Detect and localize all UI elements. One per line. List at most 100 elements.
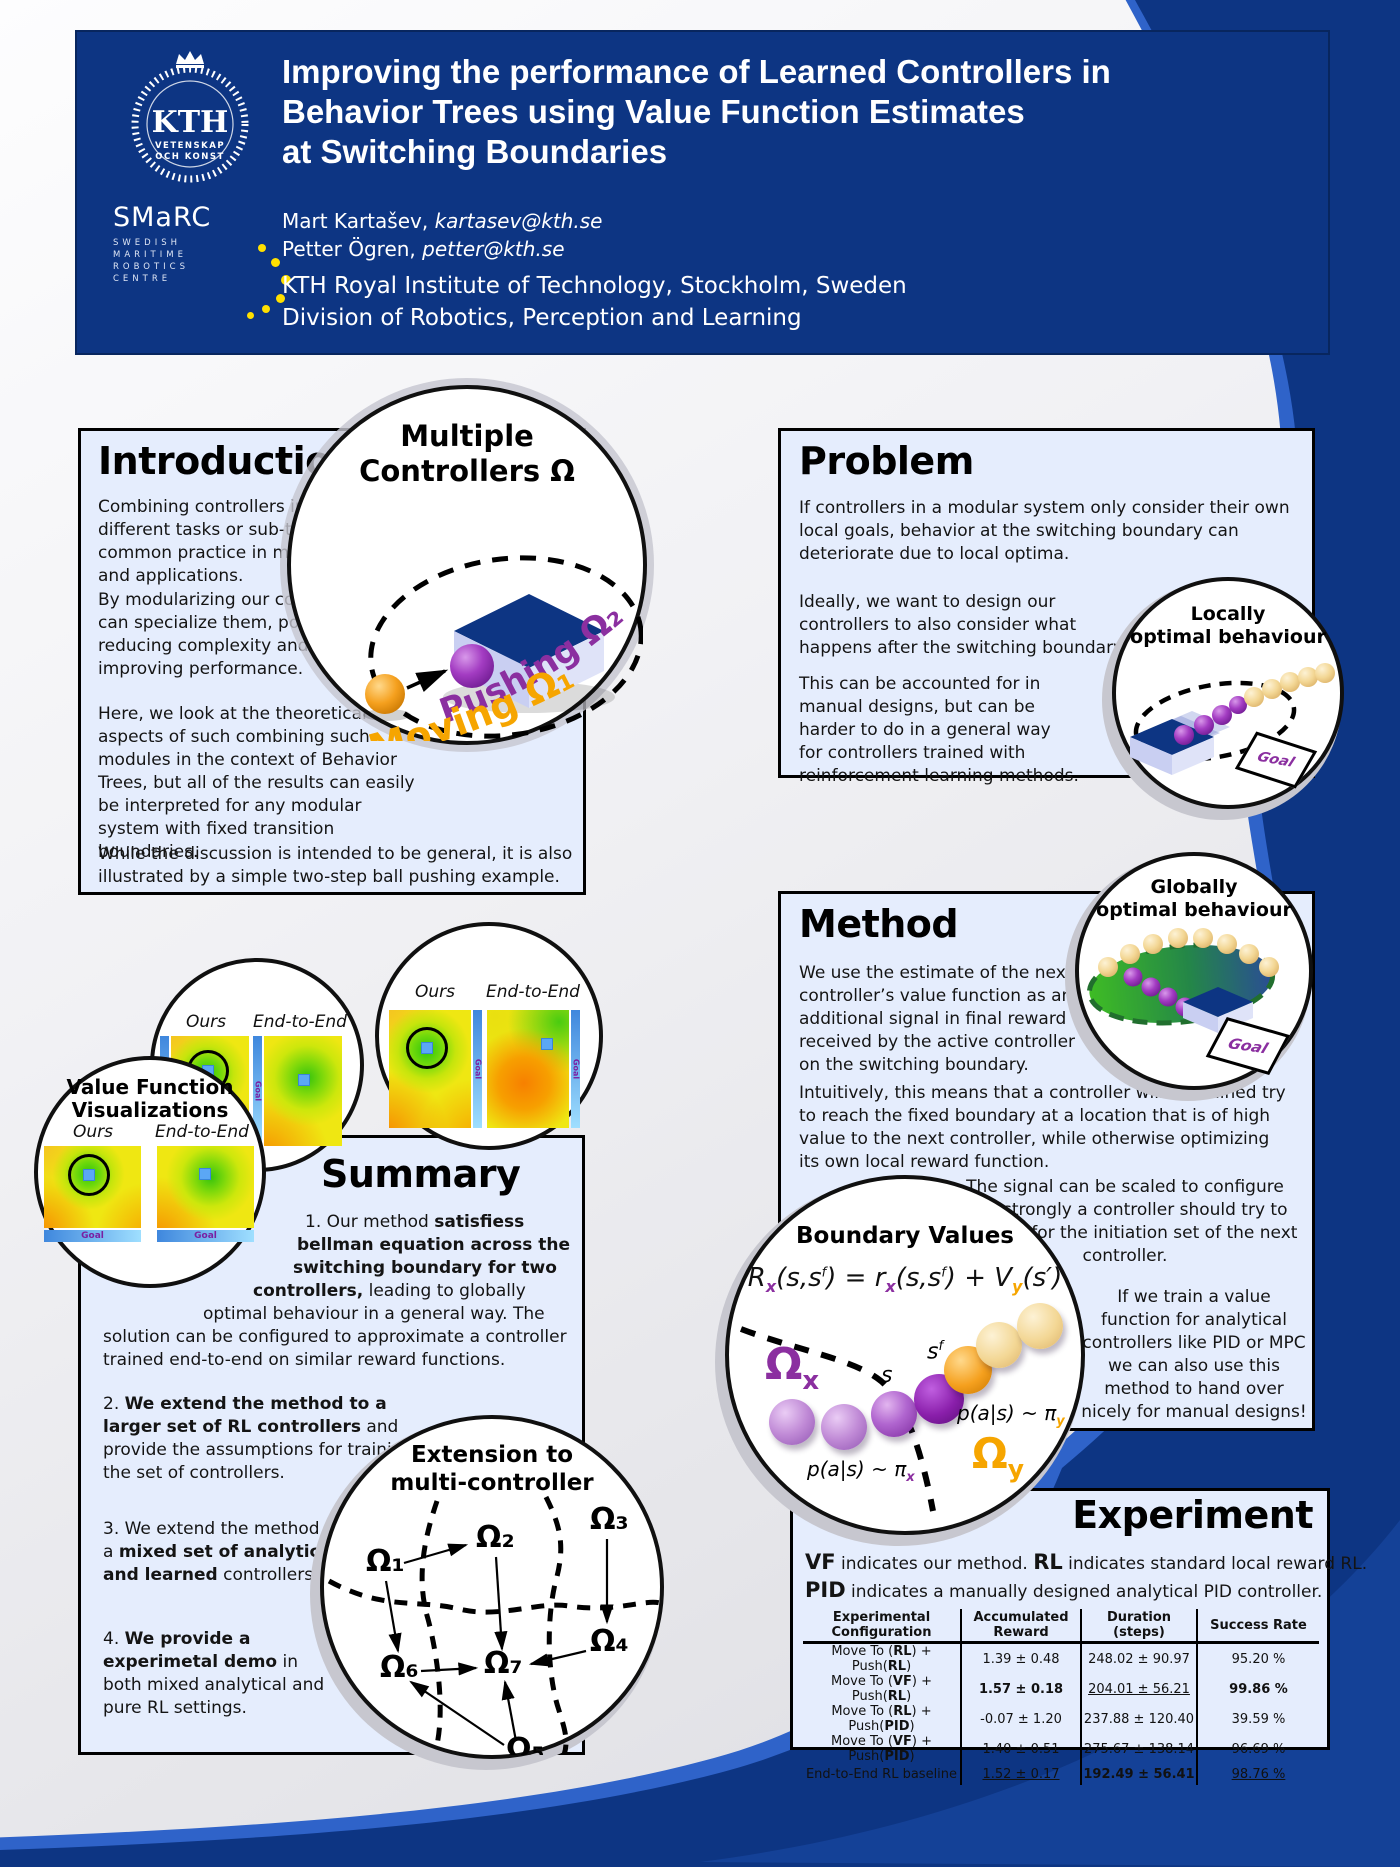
title-line: multi-controller [390, 1470, 594, 1496]
policy-y-label: p(a|s) ~ πy [957, 1401, 1065, 1429]
introduction-paragraph: While the discussion is intended to be g… [98, 844, 573, 887]
smarc-dot [262, 305, 270, 313]
goal-label: Goal [1225, 1034, 1271, 1058]
tan-sphere [1168, 928, 1188, 948]
smarc-subtitle-line: ROBOTICS [113, 262, 189, 272]
value-heatmap-end-to-end [157, 1146, 254, 1228]
title-line: Locally [1190, 603, 1266, 625]
transition-arrow [494, 1556, 508, 1652]
cell-duration: 192.49 ± 56.41 [1080, 1764, 1197, 1785]
goal-marker [298, 1074, 310, 1086]
summary-item-2: 2. We extend the method to a larger set … [103, 1394, 414, 1483]
boundary-dashed-line [739, 1326, 936, 1512]
region-boundary-dashed [419, 1500, 443, 1750]
summary-item1-line: trained end-to-end on similar reward fun… [103, 1350, 506, 1370]
table-header-row: Experimental Configuration Accumulated R… [803, 1609, 1319, 1644]
legend-text: indicates standard local reward RL. [1062, 1554, 1368, 1574]
experiment-legend-1: VF indicates our method. RL indicates st… [805, 1551, 1367, 1576]
tan-sphere [1280, 672, 1300, 692]
goal-marker [83, 1169, 95, 1181]
smarc-dot [247, 312, 254, 319]
transition-arrow [420, 1662, 479, 1676]
controller-node: Ω₇ [484, 1646, 523, 1681]
extension-title: Extension to multi-controller [324, 1441, 660, 1497]
cell-duration: 248.02 ± 90.97 [1080, 1642, 1197, 1674]
goal-bar: Goal [571, 1010, 580, 1128]
poster-title-line: Improving the performance of Learned Con… [282, 53, 1111, 90]
summary-item-3: 3. We extend the method to a mixed set o… [103, 1519, 343, 1585]
cell-duration: 237.88 ± 120.40 [1080, 1704, 1197, 1734]
omega-y-label: Ωy [972, 1429, 1025, 1484]
title-line: optimal behaviour [1096, 899, 1292, 921]
cell-config: Move To (RL) + Push(PID) [831, 1704, 932, 1734]
ours-label: Ours [185, 1012, 226, 1032]
locally-optimal-circle: Locally optimal behaviour Goal [1112, 577, 1344, 809]
experiment-panel: Experiment VF indicates our method. RL i… [790, 1488, 1367, 1785]
purple-sphere [1123, 967, 1143, 987]
kth-motto-1: VETENSKAP [155, 141, 225, 151]
title-line: Extension to [410, 1442, 574, 1468]
tan-sphere [1298, 667, 1318, 687]
cell-reward: 1.39 ± 0.48 [960, 1642, 1081, 1674]
transition-arrow [409, 1680, 505, 1746]
col-header-reward: Accumulated Reward [960, 1609, 1081, 1644]
tan-sphere [1217, 934, 1237, 954]
annotation-circle [68, 1154, 110, 1196]
goal-bar: Goal [253, 1036, 262, 1146]
box-left-face [1130, 737, 1172, 775]
initiation-set-dashed-ellipse [1133, 680, 1297, 762]
box-left-face [1183, 1002, 1218, 1033]
controller-node: Ω₁ [366, 1544, 405, 1579]
problem-paragraph: Ideally, we want to design our controlle… [799, 592, 1127, 658]
vf-visualizations-title: Value Function Visualizations [38, 1076, 262, 1122]
summary-item-4: 4. We provide a experimetal demo in both… [103, 1629, 325, 1718]
summary-item1-line: optimal behaviour in a general way. The [203, 1304, 545, 1324]
orange-ball [365, 674, 405, 714]
controller-node: Ω₄ [590, 1624, 629, 1659]
transition-arrow [384, 1580, 402, 1654]
summary-item1-line: controllers, leading to globally [253, 1281, 526, 1301]
experiment-legend-2: PID indicates a manually designed analyt… [805, 1579, 1322, 1604]
globally-optimal-title: Globally optimal behaviour [1079, 876, 1309, 922]
vis-circle-right: Ours End-to-End Goal Goal [375, 922, 603, 1150]
cell-reward: 1.40 ± 0.51 [960, 1734, 1081, 1764]
controller-node: Ω₆ [380, 1650, 419, 1685]
problem-heading: Problem [799, 439, 974, 483]
goal-marker [199, 1168, 211, 1180]
col-header-duration: Duration (steps) [1080, 1609, 1197, 1644]
introduction-paragraph: Here, we look at the theoretical aspects… [98, 704, 415, 862]
table-row: Move To (RL) + Push(PID) -0.07 ± 1.20 23… [803, 1704, 1319, 1734]
legend-pid: PID [805, 1578, 846, 1602]
box-right-face [1172, 737, 1214, 775]
summary-item1-line: switching boundary for two [293, 1258, 557, 1278]
cell-reward: -0.07 ± 1.20 [960, 1704, 1081, 1734]
cell-reward: 1.57 ± 0.18 [960, 1674, 1081, 1704]
vis-circle-left: Value Function Visualizations Ours End-t… [34, 1056, 266, 1288]
smarc-dot [281, 275, 291, 285]
goal-label: Goal [1255, 749, 1297, 771]
goal-bar: Goal [157, 1230, 254, 1242]
controller-node: Ω₅ [506, 1732, 545, 1755]
smarc-subtitle-line: SWEDISH [113, 238, 182, 248]
tan-sphere [1244, 687, 1264, 707]
method-heading: Method [799, 902, 959, 946]
purple-sphere [1174, 725, 1194, 745]
author-line: Petter Ögren, petter@kth.se [282, 235, 565, 263]
col-header-success: Success Rate [1196, 1609, 1319, 1644]
summary-item1-line: 1. Our method satisfiess [305, 1212, 525, 1232]
kth-motto-2: OCH KONST [155, 152, 225, 162]
tan-sphere [1315, 663, 1335, 683]
tan-sphere [1193, 928, 1213, 948]
end-to-end-label: End-to-End [155, 1122, 249, 1142]
push-arrow [406, 669, 449, 693]
legend-text: indicates our method. [835, 1554, 1034, 1574]
author-name: Petter Ögren, [282, 237, 423, 261]
value-heatmap-end-to-end [264, 1036, 342, 1146]
purple-sphere [1194, 715, 1214, 735]
title-line: Globally [1150, 876, 1238, 898]
author-line: Mart Kartašev, kartasev@kth.se [282, 207, 602, 235]
boundary-reward-formula: Rx(s,sf) = rx(s,sf) + Vy(s′) [747, 1263, 1063, 1297]
legend-vf: VF [805, 1550, 836, 1574]
smarc-name: SMaRC [113, 202, 212, 233]
goal-marker [421, 1042, 433, 1054]
